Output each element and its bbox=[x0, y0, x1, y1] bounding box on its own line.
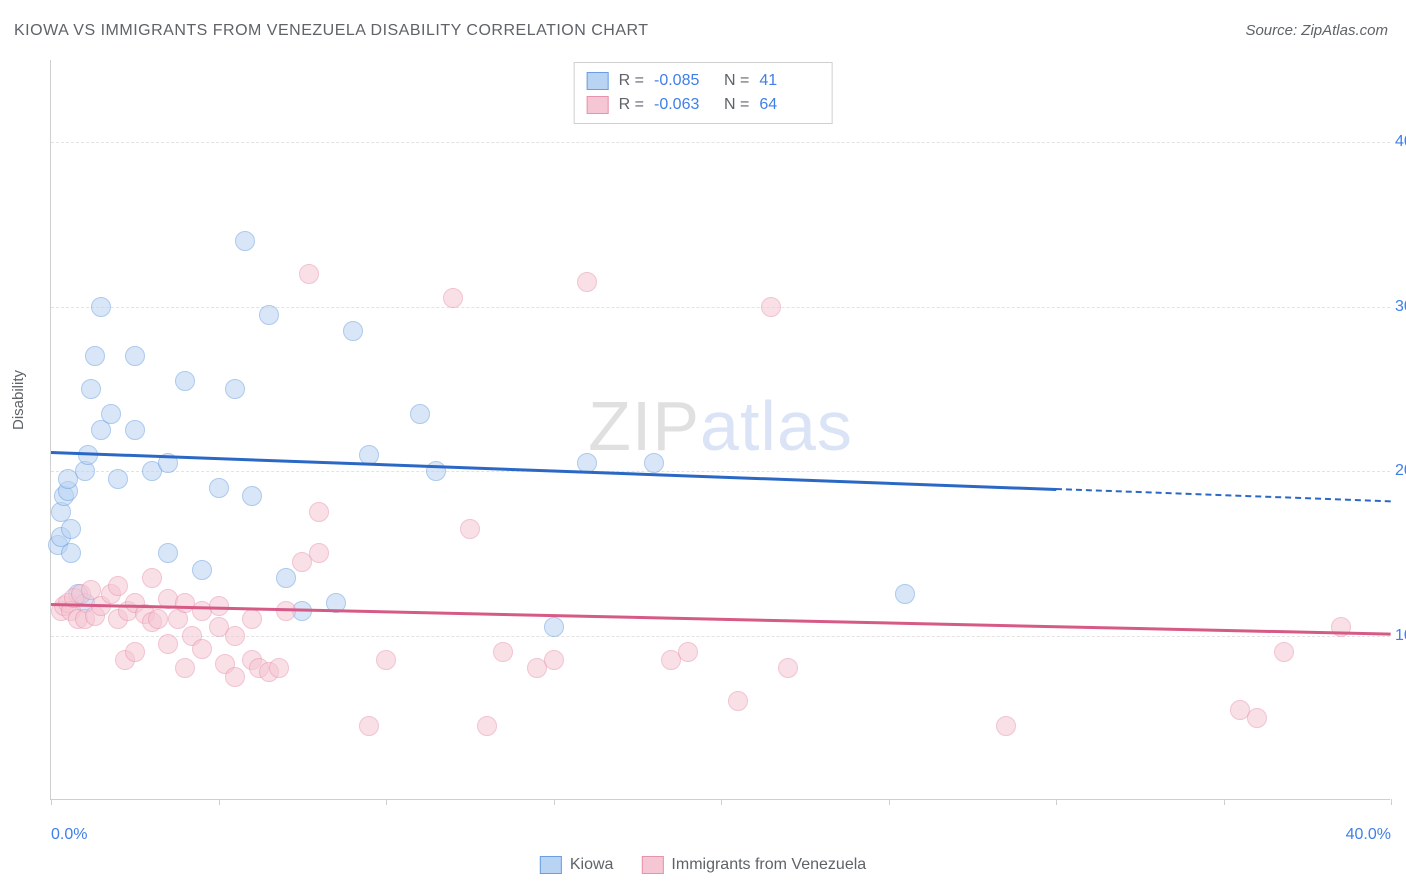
gridline bbox=[51, 471, 1390, 472]
x-tick bbox=[889, 799, 890, 805]
data-point-venezuela bbox=[299, 264, 319, 284]
x-tick bbox=[1224, 799, 1225, 805]
x-tick bbox=[386, 799, 387, 805]
data-point-venezuela bbox=[225, 626, 245, 646]
data-point-venezuela bbox=[309, 543, 329, 563]
data-point-kiowa bbox=[343, 321, 363, 341]
x-tick bbox=[51, 799, 52, 805]
data-point-kiowa bbox=[61, 543, 81, 563]
data-point-venezuela bbox=[125, 642, 145, 662]
data-point-venezuela bbox=[309, 502, 329, 522]
data-point-kiowa bbox=[192, 560, 212, 580]
data-point-venezuela bbox=[728, 691, 748, 711]
data-point-venezuela bbox=[1274, 642, 1294, 662]
data-point-venezuela bbox=[148, 609, 168, 629]
data-point-venezuela bbox=[269, 658, 289, 678]
legend-r-value: -0.085 bbox=[654, 69, 714, 93]
watermark: ZIPatlas bbox=[588, 386, 853, 466]
legend-swatch bbox=[540, 856, 562, 874]
watermark-part1: ZIP bbox=[588, 387, 700, 465]
legend-swatch bbox=[587, 96, 609, 114]
legend-item-venezuela: Immigrants from Venezuela bbox=[641, 856, 866, 874]
gridline bbox=[51, 307, 1390, 308]
data-point-kiowa bbox=[175, 371, 195, 391]
data-point-kiowa bbox=[235, 231, 255, 251]
gridline bbox=[51, 636, 1390, 637]
x-tick bbox=[721, 799, 722, 805]
legend-n-value: 64 bbox=[759, 93, 819, 117]
trend-line bbox=[1056, 488, 1391, 502]
data-point-venezuela bbox=[359, 716, 379, 736]
x-tick bbox=[554, 799, 555, 805]
data-point-venezuela bbox=[678, 642, 698, 662]
data-point-venezuela bbox=[108, 576, 128, 596]
x-tick bbox=[1056, 799, 1057, 805]
legend-series-label: Immigrants from Venezuela bbox=[671, 856, 866, 874]
legend-r-value: -0.063 bbox=[654, 93, 714, 117]
source-attribution: Source: ZipAtlas.com bbox=[1245, 22, 1388, 39]
watermark-part2: atlas bbox=[700, 387, 853, 465]
chart-title: KIOWA VS IMMIGRANTS FROM VENEZUELA DISAB… bbox=[14, 22, 649, 40]
data-point-venezuela bbox=[778, 658, 798, 678]
x-tick-label: 0.0% bbox=[51, 826, 87, 844]
data-point-venezuela bbox=[225, 667, 245, 687]
legend-series-label: Kiowa bbox=[570, 856, 614, 874]
data-point-kiowa bbox=[85, 346, 105, 366]
data-point-venezuela bbox=[175, 658, 195, 678]
data-point-venezuela bbox=[443, 288, 463, 308]
data-point-venezuela bbox=[242, 609, 262, 629]
gridline bbox=[51, 142, 1390, 143]
x-tick bbox=[1391, 799, 1392, 805]
data-point-venezuela bbox=[761, 297, 781, 317]
correlation-legend: R = -0.085 N = 41 R = -0.063 N = 64 bbox=[574, 62, 833, 124]
legend-n-label: N = bbox=[724, 93, 749, 117]
data-point-kiowa bbox=[125, 346, 145, 366]
data-point-kiowa bbox=[125, 420, 145, 440]
data-point-venezuela bbox=[460, 519, 480, 539]
legend-item-kiowa: Kiowa bbox=[540, 856, 614, 874]
data-point-kiowa bbox=[101, 404, 121, 424]
data-point-venezuela bbox=[477, 716, 497, 736]
data-point-venezuela bbox=[577, 272, 597, 292]
series-legend: Kiowa Immigrants from Venezuela bbox=[540, 856, 866, 874]
y-tick-label: 30.0% bbox=[1395, 298, 1406, 316]
y-tick-label: 20.0% bbox=[1395, 462, 1406, 480]
data-point-kiowa bbox=[158, 543, 178, 563]
legend-row-kiowa: R = -0.085 N = 41 bbox=[587, 69, 820, 93]
data-point-kiowa bbox=[108, 469, 128, 489]
data-point-venezuela bbox=[1247, 708, 1267, 728]
data-point-kiowa bbox=[61, 519, 81, 539]
data-point-kiowa bbox=[225, 379, 245, 399]
x-tick-label: 40.0% bbox=[1346, 826, 1391, 844]
data-point-kiowa bbox=[259, 305, 279, 325]
data-point-kiowa bbox=[644, 453, 664, 473]
data-point-kiowa bbox=[91, 297, 111, 317]
legend-n-label: N = bbox=[724, 69, 749, 93]
y-tick-label: 10.0% bbox=[1395, 627, 1406, 645]
data-point-venezuela bbox=[996, 716, 1016, 736]
data-point-kiowa bbox=[895, 584, 915, 604]
data-point-venezuela bbox=[544, 650, 564, 670]
data-point-kiowa bbox=[209, 478, 229, 498]
scatter-plot-area: ZIPatlas 10.0%20.0%30.0%40.0%0.0%40.0% bbox=[50, 60, 1390, 800]
data-point-venezuela bbox=[192, 639, 212, 659]
legend-n-value: 41 bbox=[759, 69, 819, 93]
legend-row-venezuela: R = -0.063 N = 64 bbox=[587, 93, 820, 117]
data-point-kiowa bbox=[410, 404, 430, 424]
data-point-venezuela bbox=[493, 642, 513, 662]
data-point-venezuela bbox=[142, 568, 162, 588]
legend-swatch bbox=[641, 856, 663, 874]
legend-r-label: R = bbox=[619, 93, 644, 117]
data-point-kiowa bbox=[242, 486, 262, 506]
data-point-kiowa bbox=[276, 568, 296, 588]
data-point-venezuela bbox=[376, 650, 396, 670]
data-point-kiowa bbox=[81, 379, 101, 399]
x-tick bbox=[219, 799, 220, 805]
legend-r-label: R = bbox=[619, 69, 644, 93]
data-point-venezuela bbox=[158, 634, 178, 654]
y-tick-label: 40.0% bbox=[1395, 133, 1406, 151]
legend-swatch bbox=[587, 72, 609, 90]
y-axis-label: Disability bbox=[10, 370, 27, 430]
data-point-kiowa bbox=[544, 617, 564, 637]
